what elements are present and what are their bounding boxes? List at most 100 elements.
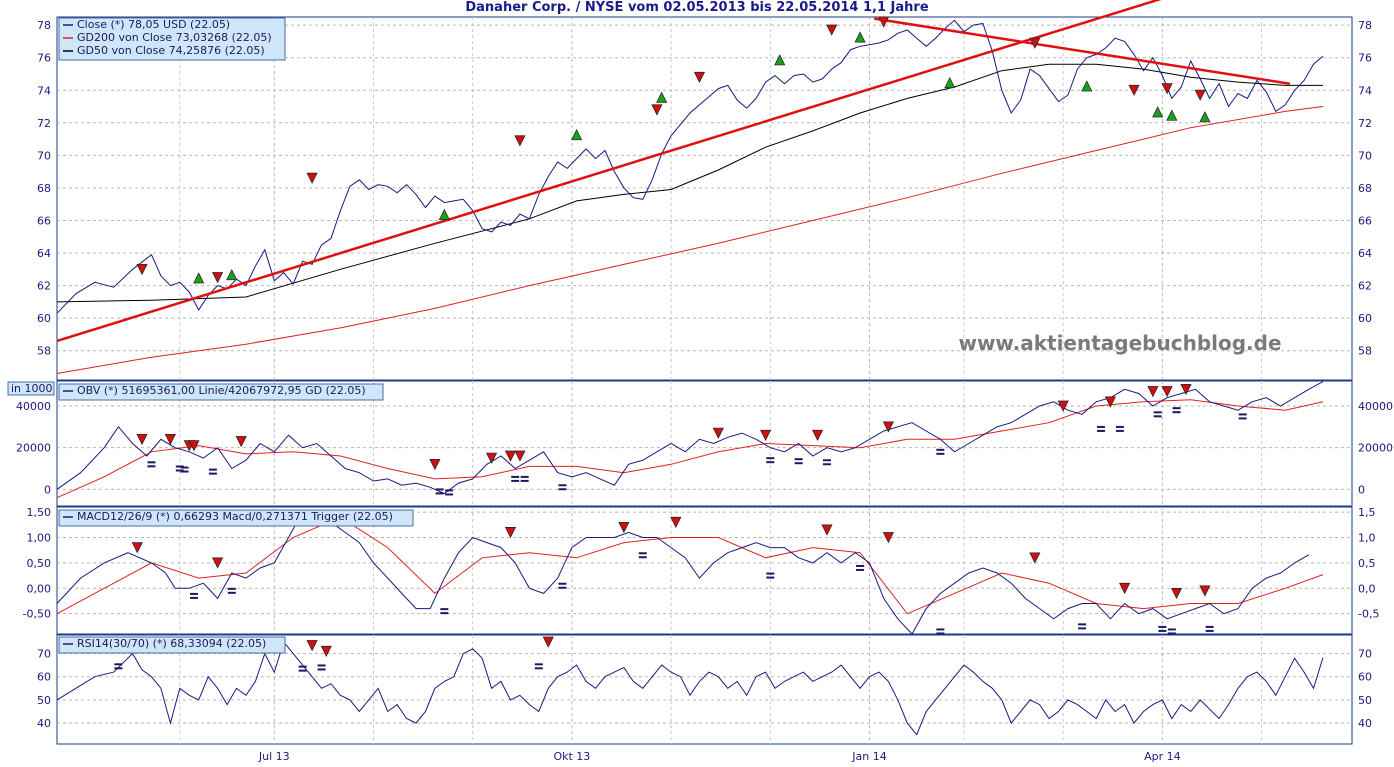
sell-signal bbox=[131, 542, 143, 554]
x-axis-label: Jan 14 bbox=[851, 750, 886, 763]
rsi-tick-left: 40 bbox=[37, 717, 51, 730]
buy-marker-lower bbox=[520, 479, 529, 482]
sell-signal bbox=[212, 272, 224, 284]
obv-legend-box bbox=[58, 383, 384, 401]
sell-signal bbox=[235, 436, 247, 448]
buy-marker-lower bbox=[227, 591, 236, 594]
macd-tick-right: 1,0 bbox=[1358, 531, 1376, 544]
buy-marker bbox=[147, 461, 156, 464]
rsi-tick-left: 50 bbox=[37, 694, 51, 707]
buy-marker bbox=[511, 475, 520, 478]
buy-marker-lower bbox=[856, 568, 865, 571]
buy-marker bbox=[558, 582, 567, 585]
buy-signal bbox=[226, 269, 238, 281]
buy-marker bbox=[794, 458, 803, 461]
sell-signal bbox=[486, 452, 498, 464]
price-tick-left: 72 bbox=[37, 117, 51, 130]
panel-frame-price bbox=[56, 16, 1353, 381]
price-tick-right: 70 bbox=[1358, 149, 1372, 162]
price-tick-left: 78 bbox=[37, 19, 51, 32]
sell-signal bbox=[164, 433, 176, 446]
buy-marker-lower bbox=[511, 479, 520, 482]
panel-frame-obv bbox=[56, 380, 1353, 507]
price-tick-right: 72 bbox=[1358, 117, 1372, 130]
buy-marker bbox=[638, 552, 647, 555]
sell-signal bbox=[188, 440, 200, 452]
buy-marker-lower bbox=[445, 493, 454, 496]
macd-tick-right: 0,0 bbox=[1358, 582, 1376, 595]
obv-line bbox=[56, 381, 1324, 495]
sell-signal bbox=[878, 16, 890, 28]
sell-signal bbox=[504, 450, 517, 462]
sell-signal bbox=[651, 104, 663, 116]
price-tick-left: 60 bbox=[37, 312, 51, 325]
buy-marker-lower bbox=[147, 465, 156, 468]
buy-marker-lower bbox=[1158, 629, 1167, 632]
price-tick-right: 68 bbox=[1358, 182, 1372, 195]
buy-marker bbox=[766, 572, 775, 575]
buy-marker bbox=[936, 628, 945, 631]
price-tick-left: 68 bbox=[37, 182, 51, 195]
obv-tick-right: 20000 bbox=[1358, 442, 1393, 455]
price-tick-right: 74 bbox=[1358, 84, 1372, 97]
sell-signal bbox=[1057, 400, 1069, 412]
price-tick-right: 58 bbox=[1358, 345, 1372, 358]
sell-signal bbox=[670, 516, 682, 529]
price-tick-left: 76 bbox=[37, 52, 51, 65]
sell-signal bbox=[760, 429, 772, 441]
obv-tick-right: 40000 bbox=[1358, 400, 1393, 413]
price-tick-left: 74 bbox=[37, 84, 51, 97]
macd-trigger-line bbox=[56, 516, 1324, 615]
rsi-tick-right: 40 bbox=[1358, 717, 1372, 730]
buy-marker bbox=[534, 663, 543, 666]
sell-signal bbox=[514, 135, 526, 147]
buy-marker-lower bbox=[1238, 417, 1247, 420]
rsi-tick-right: 50 bbox=[1358, 694, 1372, 707]
sell-signal bbox=[306, 640, 318, 652]
rsi-tick-right: 70 bbox=[1358, 648, 1372, 661]
sell-signal bbox=[821, 524, 833, 536]
price-tick-right: 64 bbox=[1358, 247, 1372, 260]
macd-tick-left: 1,50 bbox=[27, 506, 52, 519]
sell-signal bbox=[811, 429, 824, 441]
chart-title: Danaher Corp. / NYSE vom 02.05.2013 bis … bbox=[465, 0, 929, 15]
sell-signal bbox=[1147, 386, 1159, 398]
obv-tick-left: 40000 bbox=[16, 400, 51, 413]
sell-signal bbox=[320, 645, 332, 658]
buy-marker-lower bbox=[1167, 632, 1176, 635]
buy-marker-lower bbox=[298, 669, 307, 672]
buy-signal bbox=[854, 31, 866, 43]
buy-marker-lower bbox=[822, 463, 831, 466]
buy-marker-lower bbox=[180, 470, 189, 473]
price-legend-text: GD50 von Close 74,25876 (22.05) bbox=[77, 44, 265, 57]
unit-tag: in 1000 bbox=[11, 382, 53, 395]
buy-marker bbox=[189, 592, 198, 595]
price-tick-left: 70 bbox=[37, 149, 51, 162]
sell-signal bbox=[1180, 383, 1192, 396]
trend-line-down bbox=[874, 17, 1291, 85]
buy-marker-lower bbox=[1078, 627, 1087, 630]
macd-tick-left: 1,00 bbox=[27, 531, 52, 544]
price-legend-box bbox=[58, 17, 286, 61]
sell-signal bbox=[542, 636, 554, 648]
buy-marker bbox=[435, 488, 444, 491]
buy-marker bbox=[1096, 425, 1105, 428]
price-tick-left: 62 bbox=[37, 280, 51, 293]
buy-signal bbox=[1166, 109, 1178, 121]
buy-signal bbox=[774, 54, 786, 66]
buy-marker bbox=[208, 468, 217, 471]
macd-legend-box bbox=[58, 509, 414, 527]
x-axis-label: Apr 14 bbox=[1144, 750, 1181, 763]
rsi-tick-left: 60 bbox=[37, 671, 51, 684]
rsi-line bbox=[56, 640, 1324, 736]
buy-marker-lower bbox=[766, 461, 775, 464]
price-tick-left: 66 bbox=[37, 214, 51, 227]
buy-signal bbox=[1152, 106, 1164, 118]
buy-marker bbox=[766, 457, 775, 460]
trend-line-up bbox=[56, 0, 1162, 343]
buy-marker-lower bbox=[114, 667, 123, 670]
price-tick-right: 78 bbox=[1358, 19, 1372, 32]
macd-tick-left: -0,50 bbox=[23, 608, 51, 621]
